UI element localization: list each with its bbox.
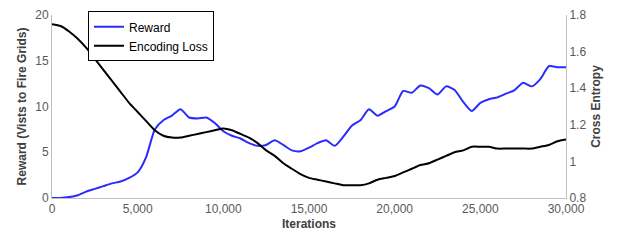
svg-text:20: 20 bbox=[35, 8, 49, 22]
svg-text:15: 15 bbox=[35, 54, 49, 68]
svg-text:20,000: 20,000 bbox=[376, 202, 413, 216]
svg-text:10,000: 10,000 bbox=[205, 202, 242, 216]
svg-text:25,000: 25,000 bbox=[462, 202, 499, 216]
svg-text:Reward (Vists to Fire Grids): Reward (Vists to Fire Grids) bbox=[15, 28, 29, 186]
svg-text:30,000: 30,000 bbox=[548, 202, 585, 216]
svg-text:0.8: 0.8 bbox=[569, 191, 586, 205]
svg-text:10: 10 bbox=[35, 100, 49, 114]
svg-text:Iterations: Iterations bbox=[282, 217, 336, 231]
svg-text:Reward: Reward bbox=[129, 21, 170, 35]
svg-text:1.2: 1.2 bbox=[569, 118, 586, 132]
svg-text:Cross Entropy: Cross Entropy bbox=[589, 65, 603, 148]
svg-text:1.4: 1.4 bbox=[569, 81, 586, 95]
svg-text:5,000: 5,000 bbox=[123, 202, 153, 216]
svg-text:Encoding Loss: Encoding Loss bbox=[129, 40, 208, 54]
svg-text:15,000: 15,000 bbox=[291, 202, 328, 216]
svg-text:1: 1 bbox=[569, 155, 576, 169]
svg-text:1.6: 1.6 bbox=[569, 45, 586, 59]
svg-text:0: 0 bbox=[49, 202, 56, 216]
svg-text:0: 0 bbox=[42, 191, 49, 205]
svg-text:5: 5 bbox=[42, 145, 49, 159]
svg-text:1.8: 1.8 bbox=[569, 8, 586, 22]
